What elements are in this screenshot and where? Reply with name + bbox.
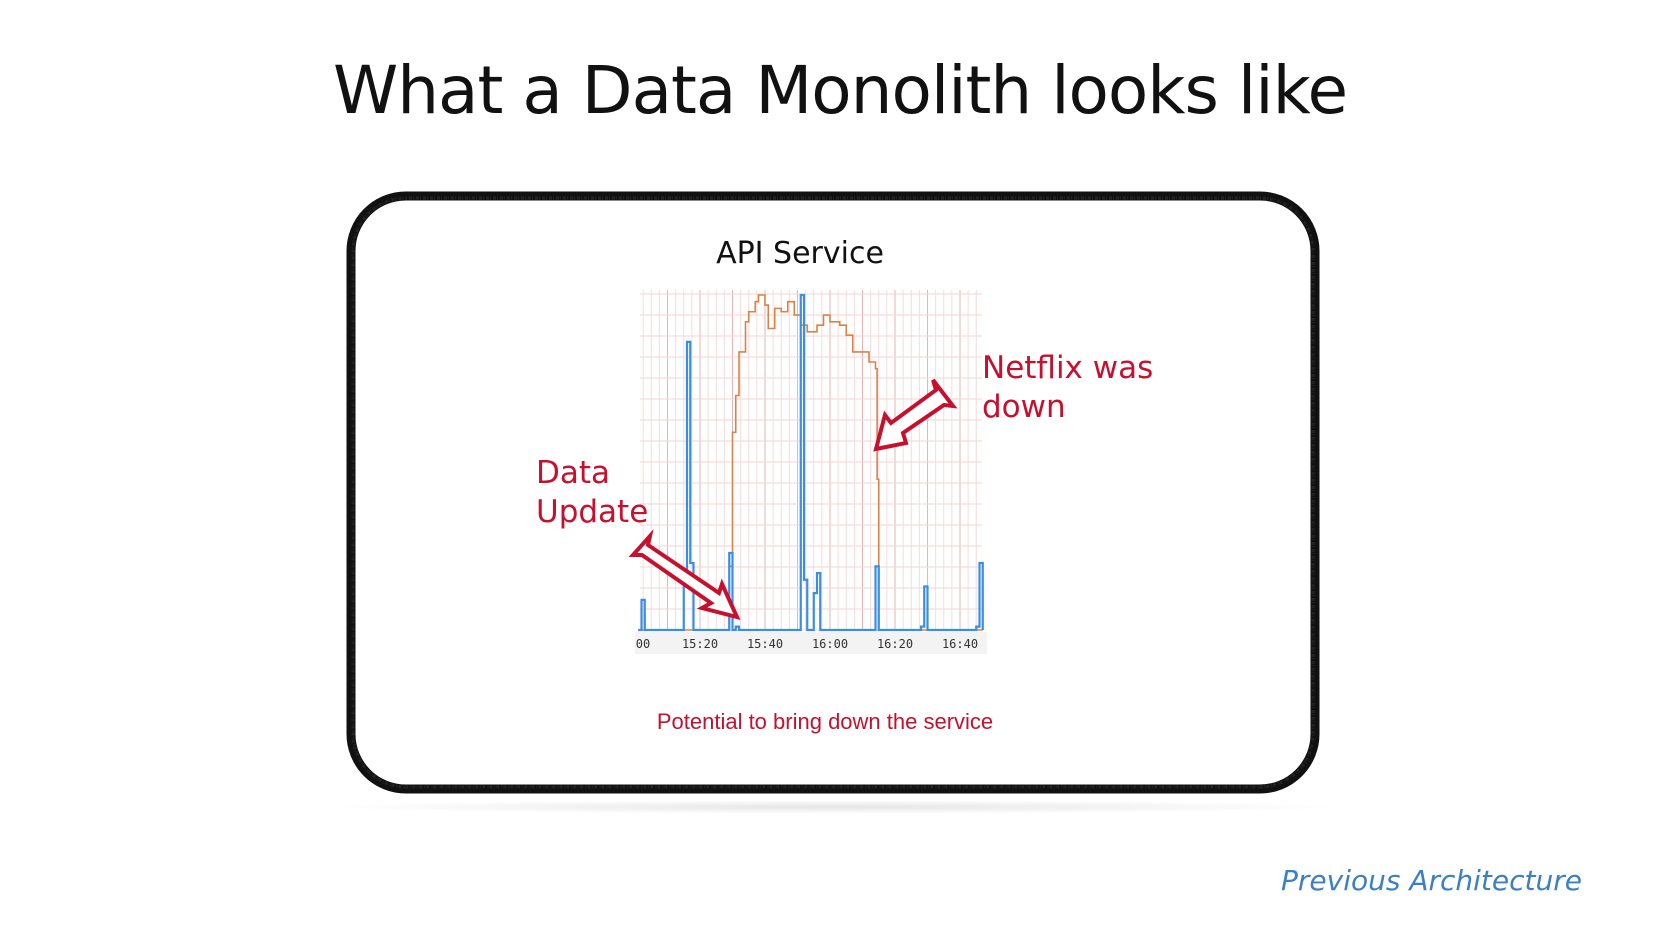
x-tick-label: 16:40 (942, 637, 978, 651)
panel-frame (346, 191, 1320, 794)
caption: Potential to bring down the service (656, 709, 994, 734)
netflix-down-annotation: Netflix was down (982, 349, 1153, 427)
panel-shadow (320, 800, 1350, 814)
series-line-orange (638, 294, 983, 631)
annotation-line: Update (536, 494, 649, 530)
x-axis-band (635, 632, 987, 654)
x-tick-label: 16:00 (812, 637, 848, 651)
data-update-annotation: Data Update (536, 454, 648, 532)
annotation-line: Data (536, 455, 611, 491)
slide-title: What a Data Monolith looks like (332, 52, 1348, 129)
footer-label: Previous Architecture (1281, 864, 1582, 897)
x-tick-label: 15:40 (747, 637, 783, 651)
annotation-line: Netflix was (982, 350, 1154, 386)
x-tick-label: 16:20 (877, 637, 913, 651)
annotation-line: down (982, 389, 1066, 425)
panel-title: API Service (716, 236, 884, 271)
series-line-blue (638, 293, 984, 632)
x-tick-label: 15:20 (682, 637, 718, 651)
x-tick-label: 00 (636, 637, 650, 651)
